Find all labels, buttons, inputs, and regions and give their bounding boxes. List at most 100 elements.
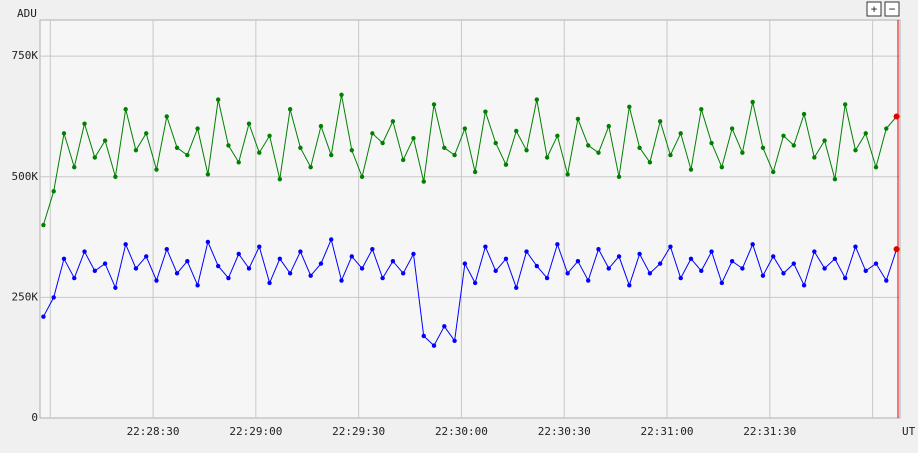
- data-point: [41, 314, 46, 319]
- data-point: [503, 256, 509, 261]
- data-point: [657, 119, 663, 124]
- button-label[interactable]: −: [889, 3, 896, 16]
- data-point: [195, 126, 200, 131]
- data-point: [873, 261, 879, 266]
- zoom-out-button[interactable]: −: [884, 1, 900, 17]
- data-point: [534, 97, 540, 102]
- button-label[interactable]: +: [871, 3, 878, 16]
- data-point: [215, 97, 221, 102]
- y-tick-label: 750K: [12, 49, 39, 62]
- data-point: [298, 145, 303, 151]
- data-point: [400, 157, 406, 163]
- data-point: [884, 126, 889, 131]
- data-point: [729, 126, 735, 131]
- data-point: [370, 131, 375, 136]
- data-point: [729, 259, 735, 264]
- data-point: [185, 259, 190, 264]
- data-point: [493, 140, 498, 146]
- data-point: [380, 140, 385, 146]
- data-point: [524, 249, 529, 254]
- x-tick-label: 22:29:30: [332, 425, 385, 438]
- data-point: [750, 99, 755, 105]
- data-point: [380, 275, 385, 281]
- x-tick-label: 22:31:30: [743, 425, 796, 438]
- data-point: [267, 133, 272, 138]
- data-point: [72, 275, 77, 281]
- data-point: [277, 256, 283, 261]
- data-point: [678, 131, 683, 136]
- data-point: [164, 246, 169, 252]
- button-box[interactable]: [884, 1, 900, 17]
- data-point: [688, 167, 694, 172]
- data-point: [575, 259, 581, 264]
- data-point: [565, 271, 570, 276]
- data-point: [123, 242, 128, 247]
- y-tick-label: 0: [31, 411, 38, 424]
- data-point: [637, 145, 642, 151]
- data-point: [503, 162, 509, 167]
- data-point: [154, 278, 159, 283]
- data-point: [873, 164, 879, 170]
- data-point: [102, 261, 108, 266]
- x-tick-label: 22:31:00: [641, 425, 694, 438]
- data-point: [586, 143, 591, 148]
- data-point: [370, 246, 375, 252]
- data-point: [678, 275, 683, 281]
- data-point: [329, 237, 334, 242]
- data-point: [205, 172, 211, 177]
- data-point: [719, 164, 725, 170]
- data-point: [627, 104, 632, 110]
- x-tick-label: 22:29:00: [229, 425, 282, 438]
- data-point: [668, 244, 673, 249]
- data-point: [514, 285, 519, 290]
- data-point: [421, 333, 426, 339]
- data-point: [92, 268, 98, 274]
- data-point: [226, 275, 231, 281]
- data-point: [92, 155, 98, 160]
- data-point: [832, 256, 838, 261]
- data-point: [668, 152, 673, 158]
- data-point: [812, 155, 817, 160]
- zoom-in-button[interactable]: +: [866, 1, 882, 17]
- data-point: [740, 266, 745, 271]
- data-point: [277, 177, 283, 182]
- data-point: [318, 261, 324, 266]
- data-point: [113, 285, 118, 290]
- data-point: [421, 179, 426, 184]
- data-point: [431, 102, 437, 107]
- plot-area: [39, 19, 901, 419]
- data-point: [102, 138, 108, 143]
- data-point: [174, 145, 180, 151]
- data-point: [267, 280, 272, 286]
- data-point: [760, 145, 766, 151]
- data-point: [534, 263, 540, 269]
- button-box[interactable]: [866, 1, 882, 17]
- data-point: [123, 107, 128, 112]
- data-point: [41, 222, 46, 228]
- data-point: [555, 242, 560, 247]
- data-point: [853, 148, 858, 153]
- data-point: [349, 148, 354, 153]
- data-point: [801, 111, 807, 117]
- data-point: [893, 246, 900, 253]
- data-point: [884, 278, 889, 283]
- data-point: [483, 109, 488, 114]
- data-point: [339, 278, 344, 283]
- data-point: [544, 155, 550, 160]
- series-line: [42, 237, 898, 347]
- data-point: [133, 266, 139, 271]
- data-point: [390, 119, 396, 124]
- data-point: [699, 268, 704, 274]
- data-point: [544, 275, 550, 281]
- data-point: [113, 174, 118, 179]
- data-point: [842, 275, 848, 281]
- data-point: [575, 116, 581, 122]
- data-point: [308, 273, 313, 278]
- data-point: [688, 256, 694, 261]
- data-point: [246, 121, 252, 126]
- data-point: [771, 169, 776, 175]
- data-point: [174, 271, 180, 276]
- data-point: [236, 160, 241, 165]
- data-point: [51, 189, 56, 194]
- data-point: [596, 150, 601, 155]
